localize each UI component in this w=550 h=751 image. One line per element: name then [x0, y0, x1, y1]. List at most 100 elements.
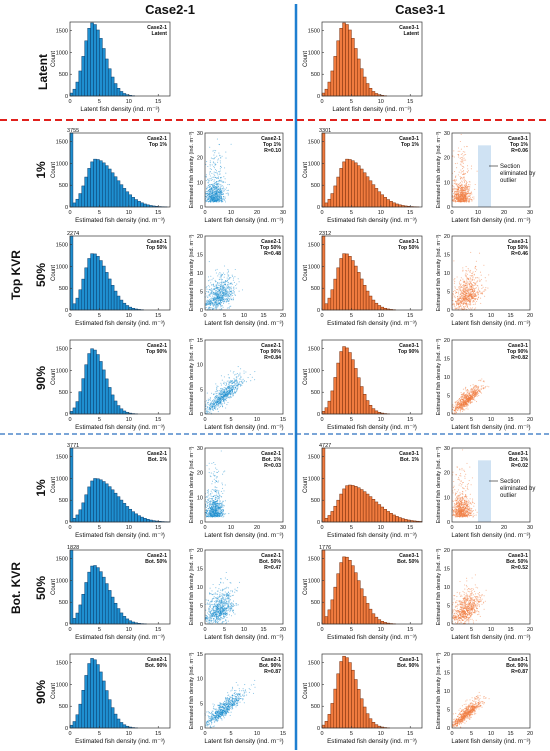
scatter-point	[473, 196, 475, 198]
scatter-point	[462, 188, 464, 191]
x-tick-label: 0	[203, 313, 206, 319]
scatter-point	[223, 285, 225, 287]
scatter-point	[219, 197, 221, 199]
scatter-point	[487, 287, 489, 289]
scatter-point	[211, 176, 213, 178]
scatter-point	[467, 394, 469, 396]
scatter-point	[233, 378, 235, 380]
y-tick-label: 30	[197, 131, 203, 137]
scatter-point	[214, 406, 216, 408]
scatter-point	[467, 185, 469, 187]
x-tick-label: 15	[155, 313, 161, 319]
scatter-point	[214, 396, 216, 398]
scatter-point	[478, 277, 480, 279]
hist-bar	[72, 88, 77, 97]
scatter-point	[219, 189, 221, 191]
scatter-point	[222, 390, 225, 392]
scatter-point	[466, 393, 468, 395]
scatter-point	[468, 283, 470, 285]
scatter-point	[471, 292, 473, 294]
hist-bar	[110, 394, 115, 415]
scatter-point	[206, 402, 209, 404]
scatter-point	[213, 188, 215, 190]
scatter-point	[222, 306, 224, 308]
scatter-point	[211, 279, 213, 281]
scatter-point	[212, 158, 214, 160]
scatter-point	[465, 399, 467, 401]
y-tick-label: 1500	[56, 140, 68, 146]
scatter-point	[213, 304, 215, 306]
hist-bar	[75, 81, 80, 97]
hist-bar	[324, 88, 329, 97]
hist-bar	[102, 369, 106, 415]
x-tick-label: 5	[98, 210, 101, 216]
hist-bar	[90, 253, 94, 311]
scatter-point	[455, 410, 457, 412]
hist-bar	[324, 202, 329, 208]
scatter-point	[471, 393, 473, 395]
legend-text: Case3-1	[508, 239, 528, 245]
hist-bar	[119, 299, 124, 311]
legend-text: R=0.06	[511, 148, 528, 154]
scatter-point	[224, 196, 226, 198]
scatter-point	[217, 290, 219, 293]
scatter-point	[227, 385, 230, 387]
scatter-point	[212, 192, 214, 194]
scatter-point	[210, 298, 212, 300]
scatter-point	[220, 190, 222, 193]
scatter-point	[221, 389, 223, 391]
scatter-point	[462, 170, 464, 173]
scatter-points	[204, 261, 244, 311]
x-tick-label: 15	[155, 417, 161, 423]
scatter-point	[207, 291, 209, 293]
scatter-point	[233, 387, 235, 389]
hist-bar	[365, 176, 370, 208]
scatter-point	[217, 198, 219, 200]
scatter-point	[224, 197, 226, 199]
scatter-point	[461, 156, 463, 158]
scatter-point	[462, 270, 464, 272]
scatter-point	[225, 398, 227, 400]
scatter-point	[227, 194, 229, 196]
scatter-point	[461, 301, 463, 303]
y-axis-label: Estimated fish density (ind. m⁻³)	[436, 131, 442, 208]
scatter-point	[461, 302, 463, 304]
x-axis-label: Latent fish density (ind. m⁻³)	[204, 424, 283, 431]
x-tick-label: 0	[203, 417, 206, 423]
scatter-point	[241, 379, 243, 381]
peak-label: 2312	[319, 231, 331, 237]
scatter-point	[209, 299, 211, 301]
scatter-point	[459, 409, 462, 411]
scatter-point	[468, 297, 470, 299]
y-tick-label: 1000	[56, 264, 68, 270]
scatter-point	[221, 274, 223, 276]
scatter-point	[476, 295, 478, 297]
scatter-point	[230, 370, 232, 372]
y-tick-label: 1000	[56, 368, 68, 374]
scatter-point	[453, 409, 455, 411]
scatter-point	[457, 402, 459, 404]
hist-bar	[327, 400, 332, 415]
scatter-point	[461, 410, 464, 412]
y-tick-label: 500	[311, 72, 320, 78]
hist-bar	[116, 496, 121, 523]
x-tick-label: 5	[223, 313, 226, 319]
peak-label: 3755	[67, 128, 79, 134]
scatter-point	[214, 177, 217, 179]
scatter-point	[213, 471, 215, 473]
scatter-point	[208, 197, 210, 199]
scatter-point	[456, 188, 458, 190]
x-tick-label: 15	[155, 99, 161, 105]
scatter-point	[218, 392, 220, 394]
scatter-point	[456, 162, 458, 164]
hist-bar	[330, 289, 335, 311]
scatter-point	[230, 276, 232, 279]
scatter-point	[232, 290, 235, 292]
scatter-point	[467, 304, 469, 306]
scatter-point	[466, 146, 468, 148]
hist-bar	[386, 199, 390, 208]
scatter-point	[463, 296, 465, 298]
scatter-point	[215, 183, 217, 186]
scatter-point	[481, 385, 483, 387]
